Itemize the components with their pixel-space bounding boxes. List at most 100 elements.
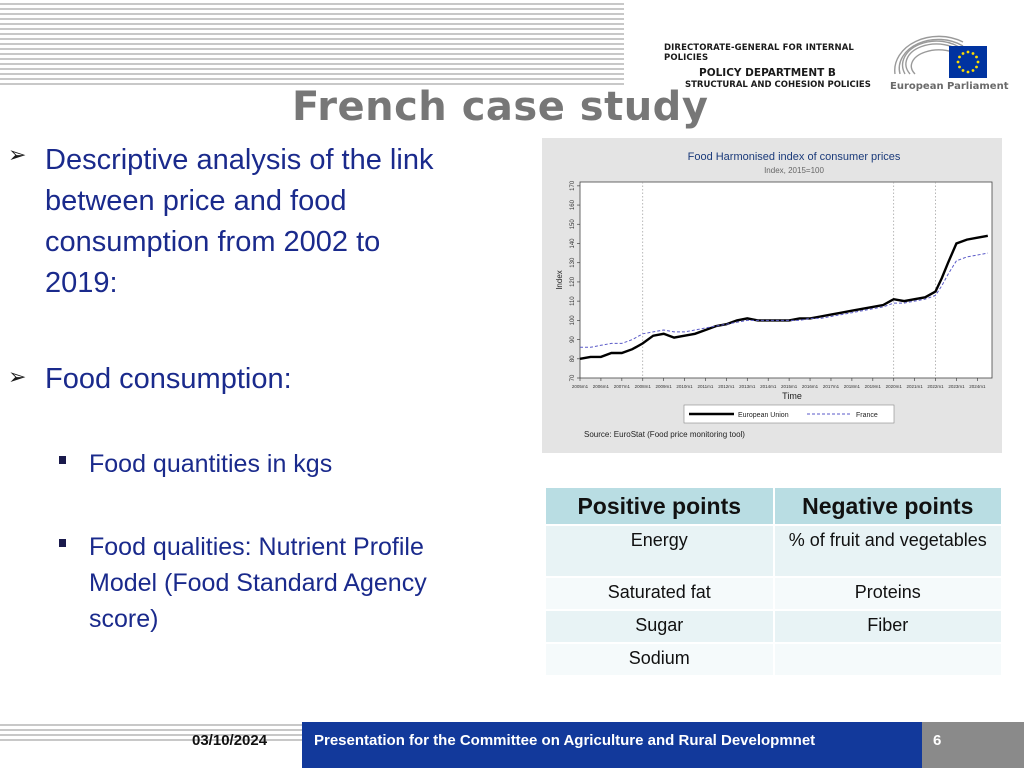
dg-line-3: STRUCTURAL AND COHESION POLICIES <box>685 80 871 90</box>
header-stripe <box>0 23 624 25</box>
y-tick-label: 90 <box>570 336 576 343</box>
y-tick-label: 170 <box>570 180 576 191</box>
x-axis-label: Time <box>782 391 802 401</box>
table-cell: Fiber <box>774 611 1001 642</box>
legend-label: France <box>856 412 878 419</box>
header-stripe <box>0 43 624 45</box>
sub-bullet-line: Food qualities: Nutrient Profile <box>89 533 424 561</box>
header-stripe <box>0 3 624 5</box>
square-bullet-icon <box>59 539 66 547</box>
table-cell: Sodium <box>546 644 773 675</box>
bullet-line: 2019: <box>45 267 118 299</box>
bullet-line: Descriptive analysis of the link <box>45 144 434 176</box>
x-tick-label: 2024m1 <box>969 384 986 389</box>
x-tick-label: 2023m1 <box>948 384 965 389</box>
arrow-bullet-icon: ➢ <box>8 142 27 167</box>
eu-stars-icon <box>956 50 980 74</box>
square-bullet-icon <box>59 456 66 464</box>
x-tick-label: 2020m1 <box>886 384 903 389</box>
bullet-line: between price and food <box>45 185 347 217</box>
x-tick-label: 2008m1 <box>635 384 652 389</box>
footer-left-stripes <box>0 722 302 768</box>
footer-stripe <box>0 734 302 736</box>
header-stripe <box>0 8 624 10</box>
header-stripe <box>0 78 624 80</box>
bullet-line: consumption from 2002 to <box>45 226 381 258</box>
header-stripe <box>0 28 624 30</box>
european-parliament-logo <box>894 35 987 78</box>
y-tick-label: 120 <box>570 276 576 287</box>
y-tick-label: 160 <box>570 199 576 210</box>
y-tick-label: 80 <box>570 355 576 362</box>
header-stripe <box>0 13 624 15</box>
x-tick-label: 2011m1 <box>698 384 714 389</box>
price-index-chart: Food Harmonised index of consumer prices… <box>542 138 1002 453</box>
table-cell: Proteins <box>774 578 1001 609</box>
header-stripe <box>0 68 624 70</box>
x-tick-label: 2022m1 <box>927 384 944 389</box>
slide-title: French case study <box>292 84 709 130</box>
x-tick-label: 2009m1 <box>656 384 673 389</box>
x-tick-label: 2015m1 <box>781 384 798 389</box>
table-row: Sodium <box>546 644 1001 675</box>
footer-stripe <box>0 739 302 741</box>
table-row: Energy % of fruit and vegetables <box>546 526 1001 576</box>
header-stripes <box>0 0 624 86</box>
chart-svg: Food Harmonised index of consumer prices… <box>555 151 993 439</box>
plot-area <box>579 181 993 379</box>
series-line <box>579 234 989 360</box>
table-cell <box>774 644 1001 675</box>
x-tick-label: 2013m1 <box>739 384 756 389</box>
dg-line-2: POLICY DEPARTMENT B <box>699 67 836 79</box>
table-header-negative: Negative points <box>774 488 1001 524</box>
header-stripe <box>0 58 624 60</box>
y-axis-label: Index <box>555 270 564 290</box>
series-line <box>580 252 988 348</box>
legend-label: European Union <box>738 412 789 419</box>
y-tick-label: 130 <box>570 257 576 268</box>
legend-box <box>683 404 895 424</box>
y-tick-label: 110 <box>570 296 576 306</box>
chart-source: Source: EuroStat (Food price monitoring … <box>584 430 745 439</box>
points-table: Positive points Negative points Energy %… <box>544 486 1003 677</box>
y-tick-label: 150 <box>570 219 576 230</box>
page-number: 6 <box>933 732 942 749</box>
y-tick-label: 140 <box>570 238 576 249</box>
table-cell: Saturated fat <box>546 578 773 609</box>
x-tick-label: 2012m1 <box>718 384 735 389</box>
header-stripe <box>0 48 624 50</box>
x-tick-label: 2007m1 <box>614 384 631 389</box>
sub-bullet-quantities: Food quantities in kgs <box>89 450 333 478</box>
arrow-bullet-icon: ➢ <box>8 364 27 389</box>
footer-title: Presentation for the Committee on Agricu… <box>314 732 816 749</box>
footer-date: 03/10/2024 <box>192 732 268 749</box>
chart-subtitle: Index, 2015=100 <box>764 166 824 175</box>
header-stripe <box>0 53 624 55</box>
bullet-food-consumption: Food consumption: <box>45 363 292 395</box>
header-stripe <box>0 73 624 75</box>
x-tick-label: 2017m1 <box>823 384 840 389</box>
sub-bullet-line: score) <box>89 605 159 633</box>
directorate-block: DIRECTORATE-GENERAL FOR INTERNAL POLICIE… <box>664 43 879 90</box>
footer-stripe <box>0 724 302 726</box>
footer-bar <box>302 722 922 768</box>
x-tick-label: 2018m1 <box>844 384 861 389</box>
table-row: Sugar Fiber <box>546 611 1001 642</box>
header-stripe <box>0 18 624 20</box>
chart-title: Food Harmonised index of consumer prices <box>688 151 901 163</box>
table-row: Saturated fat Proteins <box>546 578 1001 609</box>
x-tick-label: 2016m1 <box>802 384 819 389</box>
dg-line-1: DIRECTORATE-GENERAL FOR INTERNAL POLICIE… <box>664 43 854 63</box>
table-cell: % of fruit and vegetables <box>774 526 1001 576</box>
table-cell: Sugar <box>546 611 773 642</box>
x-tick-label: 2006m1 <box>593 384 610 389</box>
table-cell: Energy <box>546 526 773 576</box>
y-tick-label: 70 <box>570 374 576 381</box>
x-tick-label: 2021m1 <box>906 384 923 389</box>
european-parliament-label: European Parliament <box>890 81 1009 92</box>
x-tick-label: 2019m1 <box>865 384 882 389</box>
x-tick-label: 2010m1 <box>676 384 693 389</box>
header-stripe <box>0 38 624 40</box>
footer-page-box <box>922 722 1024 768</box>
header-stripe <box>0 83 624 85</box>
